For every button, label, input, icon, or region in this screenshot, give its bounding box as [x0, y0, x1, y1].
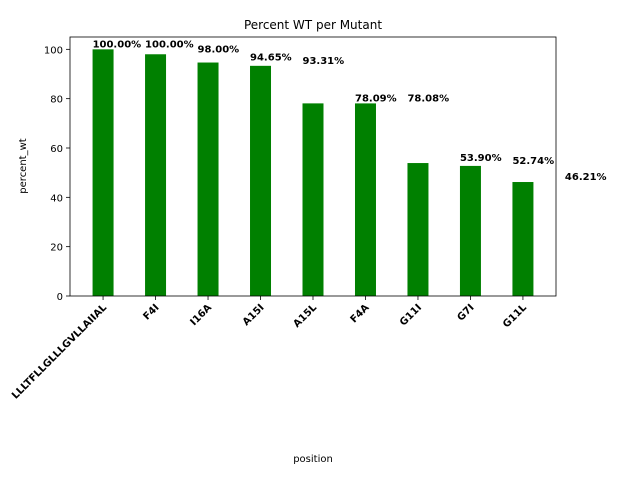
bar [145, 54, 167, 297]
chart-title: Percent WT per Mutant [244, 18, 382, 32]
x-tick-label: G7I [455, 302, 476, 323]
value-label: 98.00% [198, 44, 240, 55]
bar [92, 49, 114, 297]
y-tick-label: 60 [50, 144, 63, 155]
bar [197, 62, 219, 296]
value-label: 100.00% [145, 39, 194, 50]
y-tick-label: 100 [44, 45, 63, 56]
y-tick-label: 40 [50, 193, 63, 204]
value-label: 78.08% [407, 93, 449, 104]
x-axis-label: position [293, 454, 333, 465]
x-tick-label: I16A [188, 302, 214, 328]
bar [512, 182, 534, 296]
x-tick-label: F4A [349, 302, 372, 325]
x-tick-label: A15I [241, 302, 267, 328]
bar [250, 65, 272, 297]
y-axis-label: percent_wt [18, 138, 29, 193]
x-tick-label: G11L [501, 302, 529, 330]
value-label: 53.90% [460, 153, 502, 164]
x-tick-label: A15L [292, 302, 320, 330]
y-tick-label: 80 [50, 95, 63, 106]
value-label: 78.09% [355, 93, 397, 104]
bar [459, 165, 481, 296]
plot-frame [69, 36, 557, 297]
bar [302, 103, 324, 297]
value-label: 94.65% [250, 53, 292, 64]
x-tick-label: G11I [398, 302, 424, 328]
x-tick-label: F4I [142, 302, 162, 322]
y-tick-label: 0 [57, 292, 63, 303]
x-tick-label: LLLTFLLGLLLGVLLAIIAL [10, 302, 110, 402]
value-label: 46.21% [565, 172, 607, 183]
value-label: 52.74% [512, 156, 554, 167]
value-label: 100.00% [93, 39, 142, 50]
value-label: 93.31% [303, 56, 345, 67]
bar [354, 103, 376, 296]
bar [407, 163, 429, 296]
y-tick-label: 20 [50, 243, 63, 254]
